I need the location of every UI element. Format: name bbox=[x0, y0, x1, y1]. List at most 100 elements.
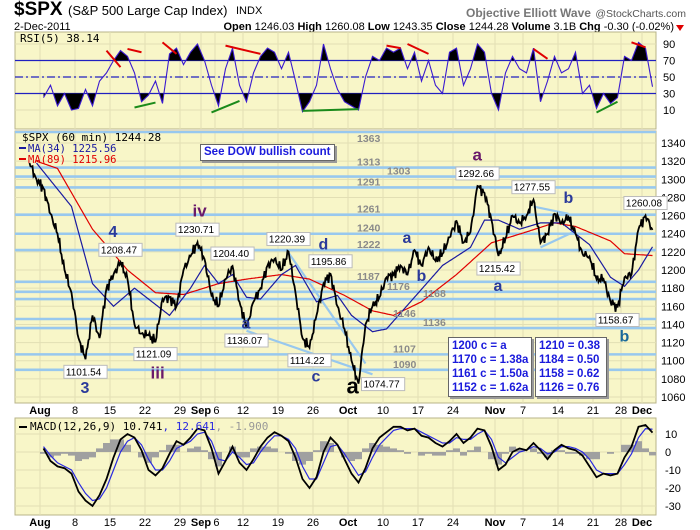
price-annotation-box bbox=[63, 364, 108, 379]
macd-histogram-bar bbox=[96, 448, 103, 452]
macd-histogram-bar bbox=[460, 452, 467, 456]
macd-histogram-bar bbox=[152, 452, 159, 458]
ma34-line bbox=[36, 162, 654, 333]
date-tick-label: Sep bbox=[191, 405, 211, 417]
price-legend: $SPX (60 min) 1244.28 bbox=[22, 131, 161, 144]
price-annotation: 1277.55 bbox=[511, 180, 556, 195]
rsi-red-trendline bbox=[105, 49, 122, 68]
date-tick-label: 22 bbox=[139, 405, 151, 417]
macd-histogram-bar bbox=[502, 452, 509, 454]
macd-histogram-bar bbox=[467, 450, 474, 452]
macd-histogram-bar bbox=[201, 450, 208, 452]
price-annotation-label: 1292.66 bbox=[458, 169, 495, 180]
macd-histogram-bar bbox=[362, 448, 369, 452]
price-annotation-label: 1277.55 bbox=[514, 183, 551, 194]
macd-histogram-bar bbox=[397, 450, 404, 452]
date-tick-label: 21 bbox=[587, 517, 599, 529]
date-tick-label: 10 bbox=[377, 405, 389, 417]
macd-histogram-bar bbox=[649, 452, 656, 456]
macd-histogram-bar bbox=[516, 448, 523, 452]
price-annotation: 1260.08 bbox=[623, 196, 668, 211]
macd-histogram-bar bbox=[208, 452, 215, 460]
price-annotation-label: 1215.42 bbox=[479, 264, 516, 275]
fib-line: 1152 c = 1.62a bbox=[452, 382, 529, 394]
date-tick-label: 29 bbox=[174, 405, 186, 417]
price-annotation: 1230.71 bbox=[175, 222, 220, 237]
level-label: 1261 bbox=[357, 204, 381, 216]
level-label: 1240 bbox=[357, 223, 381, 235]
macd-histogram-bar bbox=[40, 452, 47, 454]
volume-label: Volume bbox=[511, 21, 551, 33]
date-tick-label: 7 bbox=[520, 517, 526, 529]
macd-histogram-bar bbox=[264, 446, 271, 452]
macd-histogram-bar bbox=[376, 444, 383, 452]
price-annotation: 1121.09 bbox=[133, 347, 178, 362]
date-tick-label: 26 bbox=[307, 405, 319, 417]
price-tick-label: 1140 bbox=[661, 319, 685, 331]
price-tick-label: 1340 bbox=[661, 138, 685, 150]
price-tick-label: 1100 bbox=[661, 356, 685, 368]
price-annotation-box bbox=[595, 313, 640, 328]
macd-histogram-bar bbox=[558, 450, 565, 452]
price-annotation-box bbox=[476, 261, 521, 276]
macd-histogram-bar bbox=[187, 448, 194, 452]
price-annotation: 1114.22 bbox=[287, 353, 332, 368]
price-annotation: 1220.39 bbox=[266, 232, 311, 247]
date-tick-label: Dec bbox=[632, 405, 652, 417]
wave-label: c bbox=[312, 369, 321, 386]
price-annotation: 1158.67 bbox=[595, 313, 640, 328]
date-tick-label: 15 bbox=[104, 517, 116, 529]
price-annotation: 1208.47 bbox=[98, 242, 143, 257]
rsi-red-trendline bbox=[386, 44, 401, 50]
wave-label: a bbox=[494, 278, 503, 295]
macd-histogram-bar bbox=[439, 452, 446, 456]
date-tick-label: Oct bbox=[339, 405, 358, 417]
wave-label: iii bbox=[151, 364, 165, 383]
date-tick-label: 19 bbox=[272, 517, 284, 529]
macd-histogram-bar bbox=[229, 446, 236, 452]
high-value: 1260.08 bbox=[324, 21, 365, 33]
quote-summary: Open 1246.03 High 1260.08 Low 1243.35 Cl… bbox=[223, 21, 674, 33]
macd-histogram-bar bbox=[642, 448, 649, 452]
date-tick-label: 8 bbox=[72, 405, 78, 417]
date-tick-label: Nov bbox=[485, 405, 507, 417]
macd-histogram-bar bbox=[103, 443, 110, 452]
macd-histogram-bar bbox=[348, 452, 355, 461]
rsi-green-trendline bbox=[134, 101, 156, 109]
price-annotation-label: 1195.86 bbox=[311, 257, 347, 268]
date-tick-label: 6 bbox=[213, 517, 219, 529]
signal-line bbox=[43, 427, 653, 502]
brand-title: Objective Elliott Wave bbox=[466, 6, 591, 20]
symbol: $SPX bbox=[14, 0, 63, 20]
rsi-red-trendline bbox=[532, 48, 549, 60]
price-annotation-label: 1114.22 bbox=[290, 356, 325, 367]
fib-line: 1158 = 0.62 bbox=[539, 368, 600, 380]
macd-histogram-bar bbox=[621, 444, 628, 452]
macd-histogram-bar bbox=[117, 439, 124, 452]
price-tick-label: 1260 bbox=[661, 211, 685, 223]
level-label: 1136 bbox=[423, 317, 446, 329]
brand: Objective Elliott Wave @StockCharts.com bbox=[466, 4, 686, 22]
level-label: 1168 bbox=[423, 288, 446, 300]
price-annotation-label: 1208.47 bbox=[101, 245, 138, 256]
fib-line: 1210 = 0.38 bbox=[539, 340, 601, 352]
close-value: 1244.28 bbox=[468, 21, 509, 33]
date-tick-label: 28 bbox=[615, 405, 627, 417]
price-annotation-label: 1220.39 bbox=[269, 235, 306, 246]
date-tick-label: Nov bbox=[485, 517, 507, 529]
rsi-red-trendline bbox=[631, 41, 646, 49]
macd-histogram-bar bbox=[61, 452, 68, 454]
fib-line: 1200 c = a bbox=[452, 340, 507, 352]
open-value: 1246.03 bbox=[254, 21, 295, 33]
price-annotation: 1074.77 bbox=[361, 377, 406, 392]
rsi-green-trendline bbox=[596, 100, 618, 114]
macd-plot bbox=[40, 423, 656, 508]
macd-histogram-bar bbox=[313, 450, 320, 452]
date-tick-label: 24 bbox=[447, 517, 459, 529]
price-annotation-box bbox=[224, 333, 269, 348]
macd-swatch bbox=[19, 426, 27, 428]
price-annotation: 1195.86 bbox=[308, 254, 353, 269]
price-annotation-box bbox=[623, 196, 668, 211]
ma34-swatch bbox=[19, 147, 26, 149]
macd-histogram-bar bbox=[565, 452, 572, 454]
